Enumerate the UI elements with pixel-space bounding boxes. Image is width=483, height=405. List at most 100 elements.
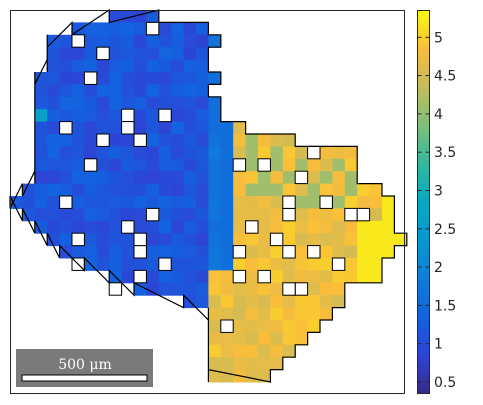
map-cell [208,270,222,284]
map-cell [208,220,222,234]
map-cell [233,146,247,160]
map-cell [59,72,73,85]
map-cell [282,295,296,309]
map-cell [47,220,61,234]
map-cell [196,270,209,284]
map-cell [220,208,234,222]
map-cell [307,307,321,321]
map-cell [270,332,284,346]
map-cell [196,84,209,98]
map-cell [47,183,61,197]
scale-bar-line [21,374,148,382]
map-cell [47,96,61,110]
map-cell [369,245,383,259]
map-cell [196,59,209,73]
map-cell [270,357,284,371]
map-cell [245,233,259,247]
map-cell [146,84,160,98]
map-cell [134,96,147,110]
map-cell [59,233,73,247]
map-cell [34,134,48,147]
map-cell [183,183,197,197]
map-cell [59,84,73,98]
map-cell [59,34,73,48]
map-cell [146,220,160,234]
map-cell [344,158,358,172]
map-cell [196,34,209,48]
map-cell [121,171,135,185]
colorbar-ticks: 0.5 1 1.5 2 2.5 3 3.5 4 4.5 5 [417,30,456,391]
map-cell [146,245,160,259]
map-cell [258,307,271,321]
map-cell [96,258,110,271]
map-cell [196,183,209,197]
map-cell [270,320,284,333]
map-cell [208,369,222,383]
map-cell [220,171,234,185]
map-cell [34,146,48,160]
missing-cell [257,158,271,172]
map-cell [158,208,172,222]
map-cell [59,109,73,123]
map-cell [208,307,222,321]
map-cell [171,96,185,110]
map-cell [258,295,271,309]
map-cell [282,158,296,172]
map-cell [208,245,222,259]
map-cell [34,109,48,123]
map-cell [146,233,160,247]
map-cell [109,233,123,247]
map-cell [158,34,172,48]
map-cell [72,59,85,73]
map-cell [158,245,172,259]
map-cell [22,196,36,209]
map-cell [332,295,346,309]
map-cell [208,183,222,197]
map-cell [158,270,172,284]
map-cell [307,270,321,284]
colorbar-gradient [417,10,430,394]
map-cell [109,158,123,172]
map-cell [121,84,135,98]
map-cell [270,158,284,172]
map-cell [47,208,61,222]
map-cell [270,220,284,234]
map-cell [47,109,61,123]
map-cell [307,282,321,296]
missing-cell [158,108,172,123]
map-cell [121,183,135,197]
map-cell [146,196,160,209]
map-cell [158,96,172,110]
map-cell [344,233,358,247]
map-cell [245,245,259,259]
map-cell [146,282,160,296]
map-cell [121,134,135,147]
map-cell [196,196,209,209]
map-cell [109,22,123,36]
map-cell [307,171,321,185]
map-cell [34,121,48,135]
map-cell [171,171,185,185]
map-cell [208,332,222,346]
map-cell [208,158,222,172]
map-cell [171,22,185,36]
map-cell [72,47,85,61]
map-cell [282,332,296,346]
map-cell [295,183,309,197]
map-cell [357,196,371,209]
map-cell [121,208,135,222]
map-cell [332,233,346,247]
map-cell [220,307,234,321]
missing-cell [344,207,358,222]
map-cell [208,282,222,296]
map-cell [34,220,48,234]
map-cell [171,282,185,296]
map-cell [220,146,234,160]
map-cell [258,196,271,209]
map-cell [96,22,110,36]
map-cell [196,233,209,247]
map-cell [158,134,172,147]
map-cell [84,196,98,209]
map-cell [134,146,147,160]
map-cell [34,72,48,85]
